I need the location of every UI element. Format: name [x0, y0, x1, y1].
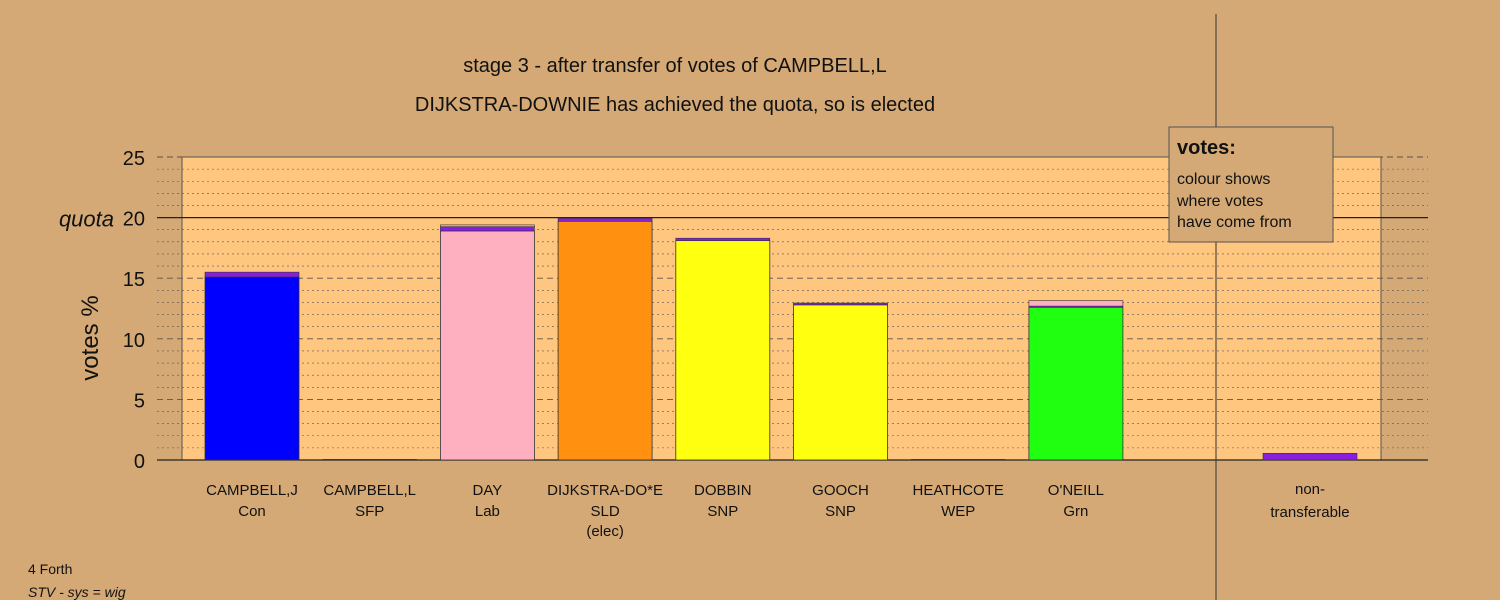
- bar-segment-transfer: [440, 226, 535, 232]
- x-label-candidate: DIJKSTRA-DO*E: [547, 482, 663, 499]
- x-label-nontransferable-2: transferable: [1270, 504, 1349, 521]
- x-label-party: SNP: [707, 503, 738, 520]
- x-label-nontransferable-1: non-: [1295, 481, 1325, 498]
- bar-segment-own: [793, 304, 888, 461]
- y-tick-label: 20: [123, 209, 145, 231]
- x-label-party: SLD: [591, 503, 620, 520]
- x-label-candidate: O'NEILL: [1048, 482, 1104, 499]
- bar-segment-transfer: [675, 237, 771, 241]
- bar-nontransferable: [1262, 453, 1358, 461]
- x-label-candidate: CAMPBELL,L: [323, 482, 416, 499]
- bar-segment-own: [204, 276, 300, 461]
- grid-lines: [157, 156, 1428, 461]
- x-label-status: (elec): [586, 523, 624, 540]
- bars: [204, 217, 1358, 461]
- legend-line-2: where votes: [1176, 193, 1263, 210]
- x-label-party: Lab: [475, 503, 500, 520]
- x-label-candidate: DOBBIN: [694, 482, 752, 499]
- footer-constituency: 4 Forth: [28, 561, 72, 577]
- bar-segment-transfer: [322, 459, 418, 461]
- y-axis: 0 5 10 15 20 25 quota: [59, 148, 145, 473]
- x-label-party: SNP: [825, 503, 856, 520]
- bar-segment-own: [1028, 306, 1124, 461]
- x-label-party: Grn: [1063, 503, 1088, 520]
- chart-title: stage 3 - after transfer of votes of CAM…: [463, 55, 887, 77]
- x-label-candidate: HEATHCOTE: [912, 482, 1003, 499]
- bar-segment-transfer: [793, 302, 888, 306]
- x-label-candidate: CAMPBELL,J: [206, 482, 298, 499]
- x-label-party: SFP: [355, 503, 384, 520]
- x-axis-labels: CAMPBELL,J Con CAMPBELL,L SFP DAY Lab DIJKSTRA…: [206, 481, 1349, 540]
- legend: votes: colour shows where votes have com…: [1168, 126, 1334, 243]
- legend-line-3: have come from: [1177, 214, 1292, 231]
- bar-segment-own: [675, 240, 771, 461]
- quota-label: quota: [59, 207, 114, 232]
- legend-title: votes:: [1177, 137, 1236, 159]
- y-axis-label: votes %: [77, 295, 104, 380]
- y-tick-label: 15: [123, 269, 145, 291]
- bar-segment-transfer: [557, 217, 653, 222]
- x-label-party: WEP: [941, 503, 975, 520]
- bar-segment-other: [1028, 300, 1124, 307]
- x-label-party: Con: [238, 503, 266, 520]
- bar-segment-own: [439, 230, 535, 461]
- y-tick-label: 0: [134, 451, 145, 473]
- legend-box: [1168, 126, 1334, 243]
- legend-line-1: colour shows: [1177, 171, 1270, 188]
- bar-segment-transfer: [910, 459, 1006, 461]
- bar-segment-other: [440, 224, 535, 227]
- chart-subtitle: DIJKSTRA-DOWNIE has achieved the quota, …: [415, 94, 935, 116]
- footer-system: STV - sys = wig: [28, 584, 126, 600]
- x-label-candidate: GOOCH: [812, 482, 869, 499]
- x-label-candidate: DAY: [473, 482, 503, 499]
- y-tick-label: 25: [123, 148, 145, 170]
- bar-segment-own: [557, 220, 653, 461]
- y-tick-label: 5: [134, 390, 145, 412]
- bar-segment-transfer: [204, 271, 300, 278]
- y-tick-label: 10: [123, 330, 145, 352]
